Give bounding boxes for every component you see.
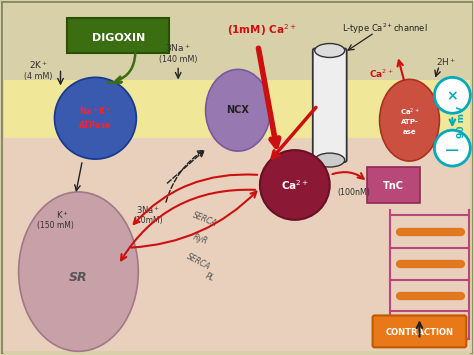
Text: RyR: RyR — [191, 233, 209, 247]
Text: DIGOXIN: DIGOXIN — [92, 33, 145, 43]
Text: ase: ase — [403, 129, 416, 135]
Circle shape — [260, 150, 330, 220]
Text: (100nM): (100nM) — [337, 189, 371, 197]
Text: −: − — [444, 141, 461, 160]
Ellipse shape — [315, 153, 345, 167]
Text: ATPase: ATPase — [79, 121, 112, 130]
Ellipse shape — [380, 80, 439, 161]
Text: Ca$^{2+}$: Ca$^{2+}$ — [369, 67, 394, 80]
FancyBboxPatch shape — [373, 316, 466, 347]
Circle shape — [434, 130, 470, 166]
Text: 2H$^+$: 2H$^+$ — [436, 56, 456, 68]
Text: SERCA: SERCA — [191, 211, 219, 229]
Text: (4 mM): (4 mM) — [24, 72, 53, 81]
Ellipse shape — [18, 192, 138, 351]
Text: Ca$^{2+}$: Ca$^{2+}$ — [281, 178, 309, 192]
Text: 3Na$^+$: 3Na$^+$ — [136, 204, 160, 216]
Text: (1mM) Ca$^{2+}$: (1mM) Ca$^{2+}$ — [227, 23, 297, 38]
Circle shape — [434, 77, 470, 113]
Text: ×: × — [447, 89, 458, 103]
Text: (10mM): (10mM) — [134, 216, 163, 225]
Text: (140 mM): (140 mM) — [159, 55, 198, 64]
Text: K$^+$: K$^+$ — [56, 209, 69, 221]
Ellipse shape — [206, 70, 270, 151]
Ellipse shape — [55, 77, 137, 159]
Text: 90 mV: 90 mV — [457, 106, 466, 138]
Text: L-type Ca$^{2+}$channel: L-type Ca$^{2+}$channel — [342, 21, 428, 36]
FancyBboxPatch shape — [67, 18, 169, 54]
Ellipse shape — [315, 44, 345, 58]
Text: PL: PL — [204, 272, 216, 283]
Text: ATP-: ATP- — [401, 119, 419, 125]
Text: SR: SR — [69, 271, 88, 284]
Text: Ca$^{2+}$: Ca$^{2+}$ — [400, 106, 419, 118]
Text: SERCA: SERCA — [185, 252, 211, 272]
FancyBboxPatch shape — [313, 49, 346, 162]
Text: 2K$^+$: 2K$^+$ — [29, 60, 48, 71]
Text: 3Na$^+$: 3Na$^+$ — [165, 43, 191, 54]
Text: TnC: TnC — [383, 181, 404, 191]
Bar — [4, 138, 470, 351]
Text: (150 mM): (150 mM) — [37, 221, 74, 230]
Bar — [4, 80, 470, 138]
Text: Na$^+$K$^+$: Na$^+$K$^+$ — [79, 105, 112, 117]
Text: NCX: NCX — [227, 105, 249, 115]
Text: CONTRACTION: CONTRACTION — [385, 328, 454, 337]
FancyBboxPatch shape — [366, 167, 420, 203]
